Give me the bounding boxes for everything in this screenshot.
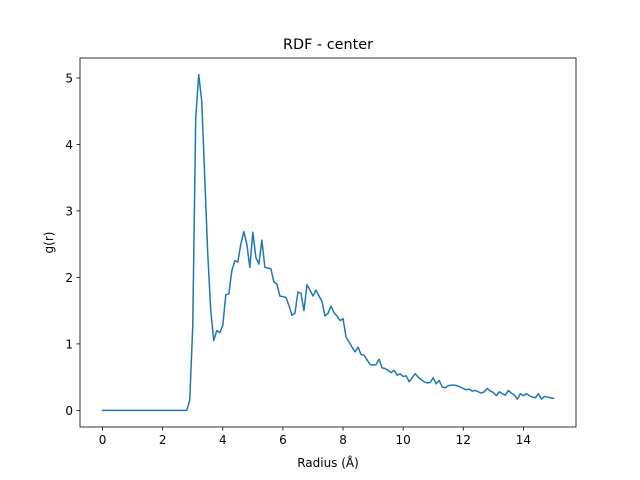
y-tick-label: 4 [65,138,73,152]
y-axis-title: g(r) [42,232,56,254]
y-tick-label: 3 [65,204,73,218]
x-tick-label: 14 [516,433,531,447]
y-tick-label: 2 [65,271,73,285]
x-tick-label: 12 [456,433,471,447]
axes-frame [79,57,577,428]
x-tick-label: 8 [339,433,347,447]
x-tick-label: 2 [159,433,167,447]
x-tick-label: 0 [99,433,107,447]
y-axis: 0 1 2 3 4 5 [65,71,80,418]
chart-title: RDF - center [283,37,373,53]
x-tick-label: 4 [219,433,227,447]
y-tick-label: 1 [65,337,73,351]
rdf-series-line [101,73,555,412]
x-tick-label: 10 [396,433,411,447]
x-axis-title: Radius (Å) [297,455,359,470]
y-tick-label: 0 [65,404,73,418]
y-tick-label: 5 [65,71,73,85]
x-axis: 0 2 4 6 8 10 12 14 [99,427,531,447]
plot-area [101,73,555,412]
x-tick-label: 6 [279,433,287,447]
